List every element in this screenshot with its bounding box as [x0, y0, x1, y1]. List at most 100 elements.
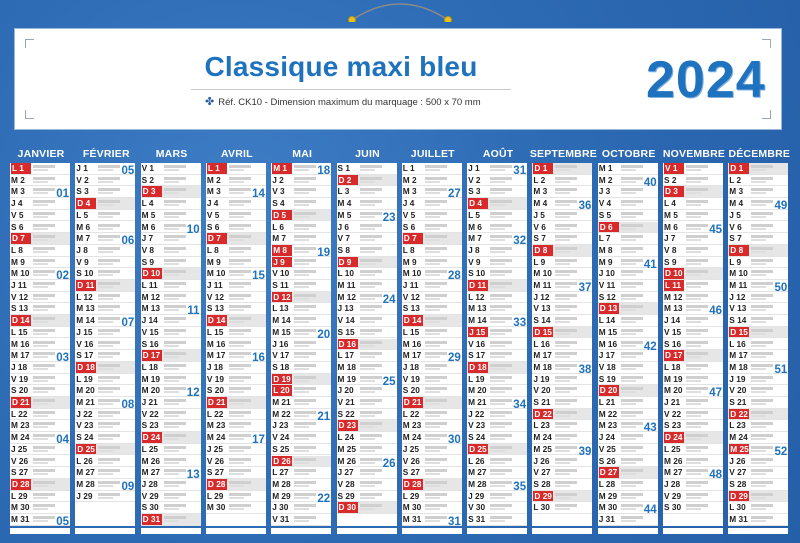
saint-name-line — [620, 492, 643, 496]
day-row: J 17 — [597, 350, 658, 362]
day-row: V 21 — [336, 397, 397, 409]
saint-name-line — [751, 286, 767, 288]
saint-name-line — [163, 169, 179, 171]
saint-name-line — [98, 410, 121, 414]
day-row: J 8 — [467, 245, 528, 257]
saint-name-line — [33, 328, 55, 332]
saint-name-line — [359, 356, 375, 359]
day-label: V 23 — [468, 420, 486, 431]
saint-name-line — [751, 504, 774, 508]
saint-name-line — [686, 434, 708, 438]
saint-name-line — [555, 332, 571, 335]
saint-name-line — [163, 250, 179, 253]
saint-name-line — [359, 239, 375, 242]
week-number: 46 — [709, 305, 722, 318]
saint-name-line — [490, 235, 513, 239]
saint-name-line — [424, 165, 447, 168]
day-row: D 13 — [597, 303, 658, 316]
saint-name-line — [228, 270, 251, 274]
day-row: S 22 — [336, 409, 397, 421]
day-row: M 3 — [401, 186, 462, 199]
saint-name-line — [294, 422, 317, 426]
saint-name-line — [555, 211, 578, 215]
saint-name-line — [490, 250, 506, 253]
saint-name-line — [98, 317, 121, 321]
saint-name-line — [424, 227, 440, 230]
day-label: D 8 — [729, 244, 750, 256]
saint-name-line — [98, 305, 121, 309]
saint-name-line — [424, 356, 440, 359]
saint-name-line — [424, 192, 440, 195]
saint-name-line — [620, 426, 636, 429]
saint-name-line — [359, 305, 382, 309]
week-number: 11 — [187, 305, 200, 318]
day-row: M 24 — [401, 432, 462, 444]
saint-name-line — [359, 391, 375, 394]
saint-name-line — [163, 192, 179, 195]
saint-name-line — [424, 250, 440, 253]
day-row: D 28 — [401, 478, 462, 491]
saint-name-line — [686, 461, 701, 464]
day-row: M 13 — [663, 303, 723, 316]
day-row: M 9 — [10, 257, 70, 269]
saint-name-line — [751, 399, 774, 402]
saint-name-line — [359, 340, 382, 344]
saint-name-line — [424, 375, 447, 379]
saint-name-line — [98, 484, 114, 487]
saint-name-line — [163, 223, 186, 227]
saint-name-line — [98, 344, 114, 347]
saint-name-line — [294, 508, 310, 511]
day-row: S 9 — [140, 257, 201, 269]
saint-name-line — [620, 332, 636, 335]
saint-name-line — [294, 317, 317, 321]
month-name: DÉCEMBRE — [728, 148, 791, 160]
day-label: J 29 — [468, 490, 485, 501]
saint-name-line — [555, 282, 578, 285]
day-label: L 22 — [402, 408, 420, 419]
day-row: L 1 — [401, 163, 462, 175]
week-number: 36 — [578, 200, 592, 213]
saint-name-line — [359, 504, 382, 508]
day-row: V 8 — [663, 245, 723, 257]
day-label: M 10 — [206, 268, 226, 279]
saint-name-line — [294, 484, 310, 487]
saint-name-line — [686, 363, 708, 367]
day-label: L 3 — [337, 186, 350, 197]
day-label: V 26 — [206, 455, 224, 466]
day-row: M 21 — [467, 397, 528, 409]
day-row: M 20 — [140, 385, 201, 397]
saint-name-line — [33, 496, 48, 499]
saint-name-line — [751, 508, 767, 511]
day-label: D 7 — [206, 233, 227, 244]
day-label: D 15 — [533, 326, 554, 338]
day-row: S 4 — [271, 198, 332, 210]
saint-name-line — [294, 305, 317, 309]
saint-name-line — [98, 227, 114, 230]
saint-name-line — [490, 457, 513, 461]
saint-name-line — [163, 235, 186, 239]
saint-name-line — [751, 461, 767, 464]
saint-name-line — [686, 391, 701, 394]
day-label: L 1 — [206, 163, 227, 174]
saint-name-line — [424, 176, 447, 180]
saint-name-line — [686, 293, 708, 297]
saint-name-line — [751, 215, 767, 218]
saint-name-line — [359, 387, 382, 391]
saint-name-line — [98, 192, 114, 195]
saint-name-line — [228, 258, 251, 262]
day-row: L 4 — [140, 198, 201, 210]
saint-name-line — [751, 250, 767, 253]
saint-name-line — [359, 188, 382, 192]
saint-name-line — [490, 414, 506, 417]
day-row: S 29 — [336, 491, 397, 503]
day-row: J 21 — [663, 397, 723, 409]
day-label: D 17 — [141, 350, 162, 361]
day-label: J 28 — [141, 478, 158, 489]
day-label: M 6 — [664, 221, 678, 232]
week-number: 35 — [513, 480, 527, 493]
day-row: D 3 — [663, 186, 723, 199]
day-row: D 25 — [467, 443, 528, 456]
